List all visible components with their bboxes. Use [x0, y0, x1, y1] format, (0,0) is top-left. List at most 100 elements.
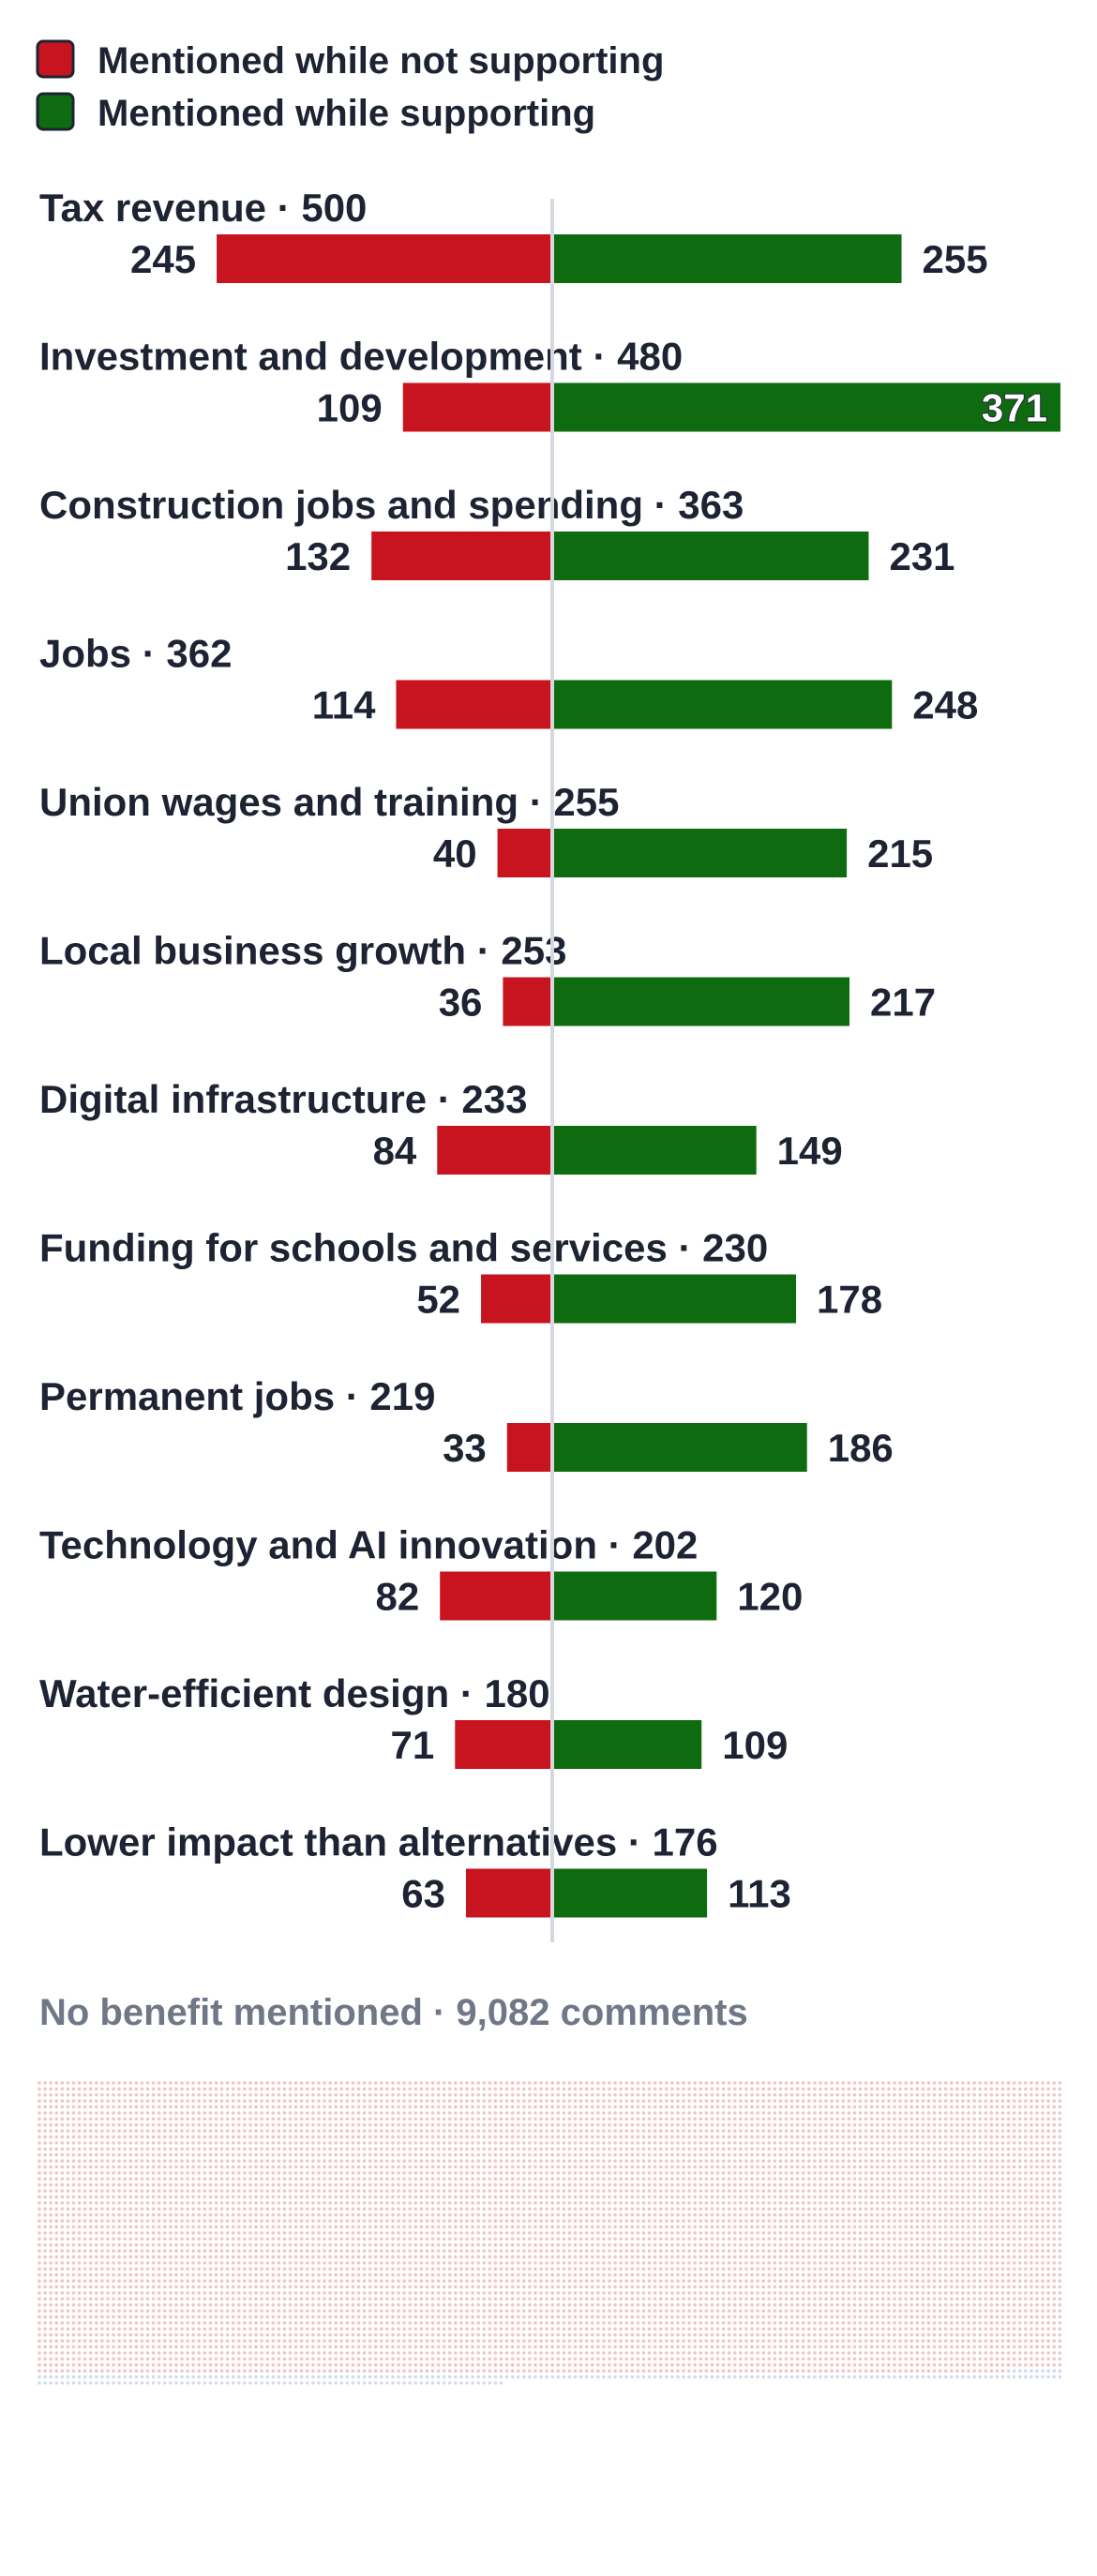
bar-supporting-water-efficient-design [552, 1720, 702, 1769]
dot-row [38, 2242, 1062, 2247]
dot-row [38, 2081, 1062, 2085]
category-label-technology-and-ai-innovation: Technology and AI innovation · 202 [39, 1523, 698, 1567]
dot-row [38, 2254, 1062, 2259]
dot-row [38, 2314, 1062, 2319]
bar-supporting-lower-impact-than-alternatives [552, 1868, 708, 1918]
category-label-water-efficient-design: Water-efficient design · 180 [39, 1671, 550, 1715]
dot-row [38, 2224, 1062, 2229]
value-label-not-supporting-union-wages-and-training: 40 [433, 831, 477, 876]
category-label-permanent-jobs: Permanent jobs · 219 [39, 1374, 435, 1418]
dot-row [38, 2279, 1062, 2284]
bar-supporting-union-wages-and-training [552, 829, 848, 877]
bar-not-supporting-technology-and-ai-innovation [440, 1571, 552, 1621]
value-label-not-supporting-water-efficient-design: 71 [391, 1723, 435, 1767]
dot-row [38, 2339, 1062, 2344]
bar-supporting-jobs [552, 680, 893, 729]
dot-row [38, 2284, 1062, 2289]
bar-not-supporting-jobs [396, 680, 552, 729]
legend: Mentioned while not supporting Mentioned… [36, 39, 664, 134]
dot-row [38, 2291, 1062, 2295]
dot-row [38, 2344, 1062, 2349]
dot-row [38, 2261, 1062, 2265]
bar-not-supporting-permanent-jobs [506, 1423, 552, 1472]
dot-row [38, 2237, 1062, 2241]
bar-supporting-construction-jobs-and-spending [552, 532, 869, 580]
dot-row [38, 2122, 1062, 2127]
category-label-jobs: Jobs · 362 [39, 632, 232, 676]
dot-row [38, 2117, 1062, 2121]
category-label-lower-impact-than-alternatives: Lower impact than alternatives · 176 [39, 1820, 718, 1865]
dot-row-secondary [38, 2381, 503, 2385]
bar-not-supporting-investment-and-development [402, 382, 552, 432]
value-label-supporting-permanent-jobs: 186 [828, 1426, 894, 1470]
dot-row [38, 2182, 1062, 2187]
dot-row [38, 2351, 1062, 2355]
legend-label-not-supporting: Mentioned while not supporting [98, 40, 664, 82]
dot-row [38, 2189, 1062, 2194]
value-label-not-supporting-digital-infrastructure: 84 [373, 1129, 417, 1173]
dot-row [38, 2164, 1062, 2169]
dot-row [38, 2212, 1062, 2217]
dot-row [38, 2321, 1062, 2325]
value-label-supporting-funding-for-schools-and-services: 178 [817, 1278, 882, 1322]
value-label-not-supporting-investment-and-development: 109 [317, 386, 383, 430]
dot-row [38, 2219, 1062, 2224]
no-benefit-dot-grid [38, 2081, 1062, 2385]
dot-row [38, 2201, 1062, 2205]
dot-row [38, 2159, 1062, 2164]
value-label-not-supporting-local-business-growth: 36 [439, 981, 483, 1025]
dot-row [38, 2129, 1062, 2134]
category-label-funding-for-schools-and-services: Funding for schools and services · 230 [39, 1226, 768, 1270]
dot-row [38, 2111, 1062, 2115]
dot-row [38, 2267, 1062, 2271]
value-label-not-supporting-permanent-jobs: 33 [443, 1426, 487, 1470]
dot-row [38, 2357, 1062, 2361]
bar-not-supporting-lower-impact-than-alternatives [465, 1868, 552, 1918]
category-label-digital-infrastructure: Digital infrastructure · 233 [39, 1077, 527, 1121]
dot-row [38, 2134, 1062, 2139]
value-label-supporting-construction-jobs-and-spending: 231 [889, 534, 954, 578]
bar-supporting-permanent-jobs [552, 1423, 807, 1472]
bar-supporting-investment-and-development [552, 382, 1060, 432]
value-label-supporting-technology-and-ai-innovation: 120 [737, 1575, 803, 1619]
dot-row [38, 2087, 1062, 2091]
bar-not-supporting-local-business-growth [503, 977, 552, 1026]
bar-not-supporting-water-efficient-design [455, 1720, 552, 1769]
bar-supporting-technology-and-ai-innovation [552, 1571, 717, 1621]
dot-row [38, 2302, 1062, 2307]
value-label-supporting-lower-impact-than-alternatives: 113 [728, 1872, 791, 1916]
category-label-investment-and-development: Investment and development · 480 [39, 335, 683, 379]
category-label-local-business-growth: Local business growth · 253 [39, 929, 566, 973]
value-label-not-supporting-lower-impact-than-alternatives: 63 [401, 1872, 445, 1916]
no-benefit-label: No benefit mentioned · 9,082 comments [39, 1992, 748, 2033]
value-label-not-supporting-jobs: 114 [312, 683, 376, 727]
value-label-supporting-union-wages-and-training: 215 [867, 831, 933, 876]
value-label-supporting-tax-revenue: 255 [923, 237, 988, 281]
dot-row [38, 2152, 1062, 2157]
value-label-supporting-local-business-growth: 217 [870, 981, 936, 1025]
value-label-supporting-digital-infrastructure: 149 [777, 1129, 843, 1173]
dot-row [38, 2272, 1062, 2277]
bar-not-supporting-construction-jobs-and-spending [371, 532, 552, 580]
bar-not-supporting-funding-for-schools-and-services [481, 1274, 552, 1324]
category-label-union-wages-and-training: Union wages and training · 255 [39, 780, 619, 824]
legend-label-supporting: Mentioned while supporting [98, 93, 595, 134]
value-label-not-supporting-construction-jobs-and-spending: 132 [285, 534, 351, 578]
dot-row [38, 2104, 1062, 2109]
bar-not-supporting-digital-infrastructure [437, 1126, 552, 1175]
dot-row [38, 2249, 1062, 2254]
dot-row [38, 2369, 1005, 2374]
value-label-supporting-jobs: 248 [912, 683, 978, 727]
value-label-supporting-water-efficient-design: 109 [722, 1723, 788, 1767]
dot-row [38, 2327, 1062, 2331]
bar-not-supporting-union-wages-and-training [497, 829, 552, 877]
dot-row [38, 2332, 1062, 2337]
dot-row-secondary [38, 2374, 1062, 2379]
category-label-tax-revenue: Tax revenue · 500 [39, 186, 367, 230]
bars: Tax revenue · 500 245 255 Investment and de… [39, 186, 1060, 1918]
dot-row-secondary [1006, 2369, 1062, 2374]
dot-row [38, 2171, 1062, 2175]
legend-swatch-supporting [36, 92, 75, 131]
dot-row [38, 2207, 1062, 2211]
